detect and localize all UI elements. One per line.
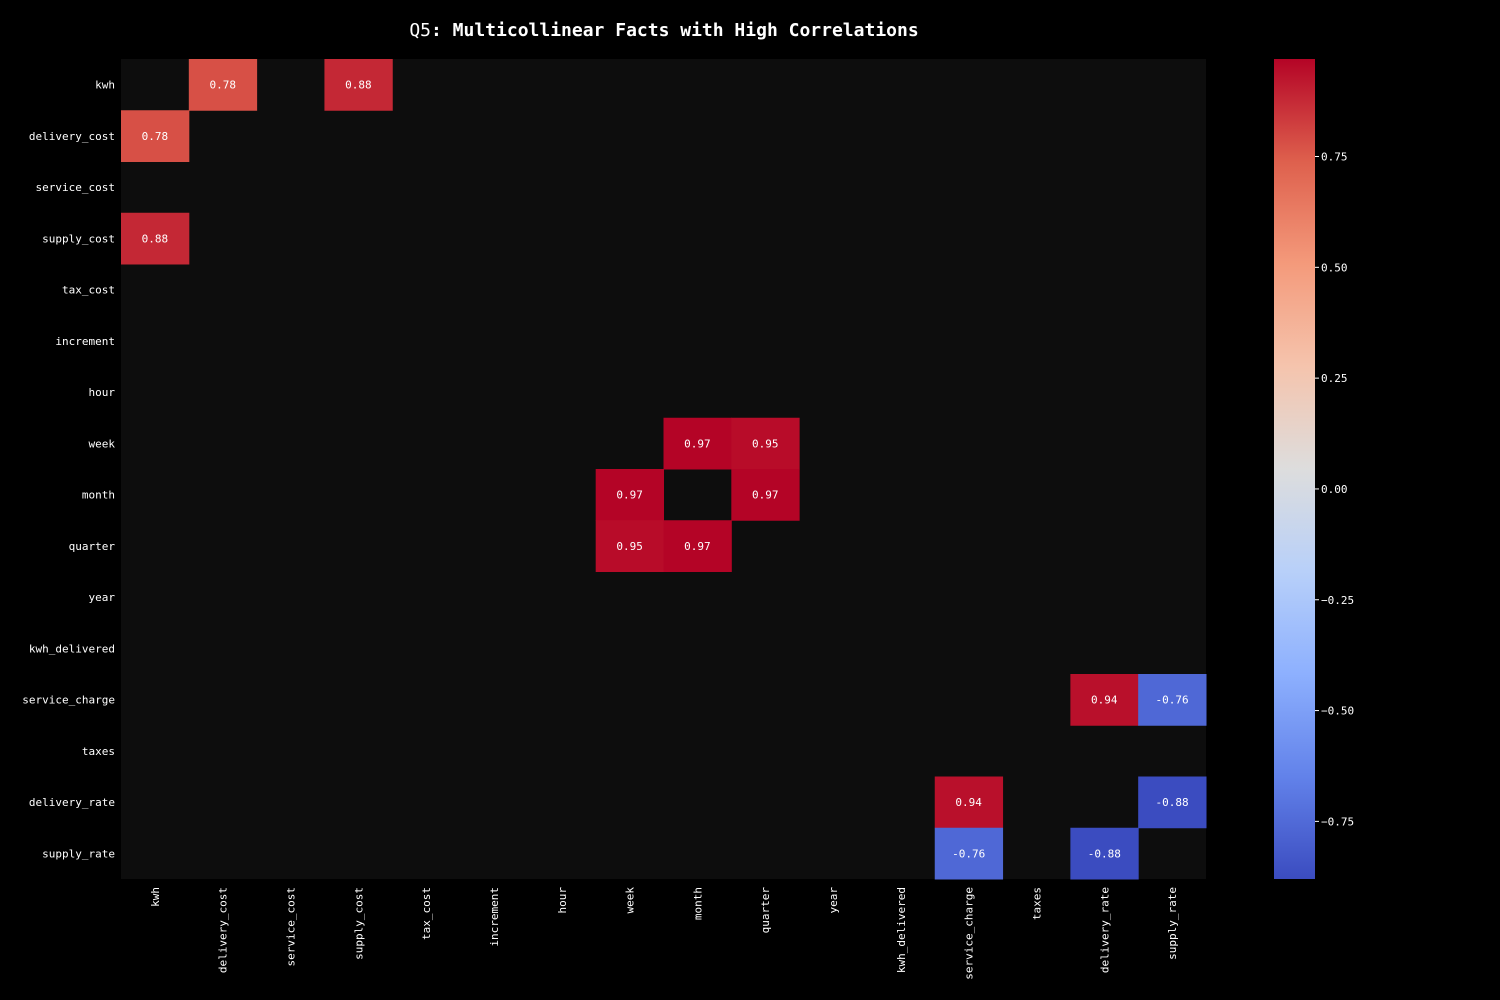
heatmap-cell-delivery_rate-service_charge — [934, 776, 1004, 829]
cell-label-kwh-supply_cost: 0.88 — [345, 79, 372, 92]
y-tick-label-kwh_delivered: kwh_delivered — [29, 642, 115, 655]
cell-label-service_charge-supply_rate: -0.76 — [1156, 694, 1189, 707]
y-tick-label-supply_rate: supply_rate — [42, 847, 115, 860]
chart-title-lead: Q5 — [409, 20, 431, 41]
x-tick-label-delivery_cost: delivery_cost — [217, 887, 230, 973]
y-tick-label-supply_cost: supply_cost — [42, 232, 115, 245]
cell-label-month-quarter: 0.97 — [752, 489, 779, 502]
y-tick-labels: kwh delivery_cost service_cost supply_costt… — [22, 79, 115, 861]
cell-label-kwh-delivery_cost: 0.78 — [209, 79, 236, 92]
heatmap-cell-quarter-week — [595, 520, 664, 572]
chart-title: Q5: Multicollinear Facts with High Corre… — [0, 20, 1328, 41]
colorbar-tick-label: 0.00 — [1321, 483, 1348, 496]
cell-label-week-quarter: 0.95 — [752, 437, 779, 450]
y-tick-label-month: month — [82, 489, 115, 502]
x-tick-label-kwh: kwh — [149, 887, 162, 907]
heatmap-cell-quarter-month — [663, 520, 732, 572]
cell-label-month-week: 0.97 — [616, 489, 643, 502]
colorbar-tick-label: 0.50 — [1321, 261, 1348, 274]
cell-label-delivery_cost-kwh: 0.78 — [142, 130, 169, 143]
colorbar-tick-label: −0.75 — [1321, 815, 1354, 828]
colorbar-tick-label: 0.75 — [1321, 151, 1348, 164]
x-tick-label-quarter: quarter — [759, 887, 772, 934]
y-tick-label-kwh: kwh — [95, 79, 115, 92]
x-tick-label-hour: hour — [556, 887, 569, 914]
cell-label-week-month: 0.97 — [684, 437, 711, 450]
cell-label-supply_rate-service_charge: -0.76 — [952, 847, 985, 860]
x-tick-label-service_cost: service_cost — [285, 887, 298, 966]
colorbar-ticks: 0.75 0.50 0.25 0.00 −0.25 −0.50 −0.75 — [1315, 151, 1354, 828]
y-tick-label-quarter: quarter — [69, 540, 116, 553]
colorbar-tick-label: −0.50 — [1321, 705, 1354, 718]
heatmap-cell-kwh-supply_cost — [324, 59, 393, 111]
cell-label-delivery_rate-supply_rate: -0.88 — [1156, 796, 1189, 809]
cell-label-quarter-month: 0.97 — [684, 540, 711, 553]
y-tick-label-year: year — [89, 591, 116, 604]
colorbar — [1274, 59, 1315, 879]
x-tick-label-supply_cost: supply_cost — [352, 887, 365, 960]
x-tick-label-week: week — [624, 887, 637, 914]
y-tick-label-delivery_cost: delivery_cost — [29, 130, 115, 143]
heatmap-cell-supply_rate-delivery_rate — [1070, 827, 1139, 880]
x-tick-label-kwh_delivered: kwh_delivered — [895, 887, 908, 973]
heatmap-cell-delivery_cost-kwh — [121, 110, 190, 162]
heatmap-cell-month-quarter — [731, 469, 800, 521]
cell-label-supply_rate-delivery_rate: -0.88 — [1088, 847, 1121, 860]
x-tick-label-increment: increment — [488, 887, 501, 947]
heatmap-cell-supply_cost-kwh — [121, 212, 190, 265]
y-tick-label-service_cost: service_cost — [36, 181, 115, 194]
y-tick-label-service_charge: service_charge — [22, 694, 115, 707]
cell-label-delivery_rate-service_charge: 0.94 — [955, 796, 982, 809]
y-tick-label-increment: increment — [55, 335, 115, 348]
colorbar-tick-label: −0.25 — [1321, 594, 1354, 607]
x-tick-labels: kwh delivery_cost service_cost supply_cost t… — [149, 887, 1179, 980]
x-tick-label-tax_cost: tax_cost — [420, 887, 433, 940]
y-tick-label-hour: hour — [89, 386, 116, 399]
cell-label-service_charge-delivery_rate: 0.94 — [1091, 694, 1118, 707]
x-tick-label-year: year — [827, 887, 840, 914]
heatmap-cell-month-week — [595, 469, 664, 521]
x-tick-label-supply_rate: supply_rate — [1166, 887, 1179, 960]
y-tick-label-taxes: taxes — [82, 745, 115, 758]
heatmap-cell-week-month — [663, 417, 732, 470]
heatmap-cell-delivery_rate-supply_rate — [1138, 776, 1207, 829]
x-tick-label-service_charge: service_charge — [963, 887, 976, 980]
heatmap-cell-service_charge-supply_rate — [1138, 674, 1207, 726]
cell-label-quarter-week: 0.95 — [616, 540, 643, 553]
heatmap-cells: 0.78 0.88 0.78 0.88 0.97 0.95 0.97 0.97 0.95 0.97… — [121, 59, 1207, 880]
heatmap-cell-service_charge-delivery_rate — [1070, 674, 1139, 726]
x-tick-label-taxes: taxes — [1030, 887, 1043, 920]
y-tick-label-tax_cost: tax_cost — [62, 284, 115, 297]
heatmap-cell-kwh-delivery_cost — [188, 59, 258, 111]
heatmap-cell-week-quarter — [731, 417, 800, 470]
colorbar-tick-label: 0.25 — [1321, 372, 1348, 385]
heatmap-cell-supply_rate-service_charge — [934, 827, 1004, 880]
chart-title-main: : Multicollinear Facts with High Correla… — [431, 20, 919, 41]
y-tick-label-delivery_rate: delivery_rate — [29, 796, 115, 809]
x-tick-label-month: month — [691, 887, 704, 920]
y-tick-label-week: week — [89, 437, 116, 450]
cell-label-supply_cost-kwh: 0.88 — [142, 232, 169, 245]
x-tick-label-delivery_rate: delivery_rate — [1098, 887, 1111, 973]
